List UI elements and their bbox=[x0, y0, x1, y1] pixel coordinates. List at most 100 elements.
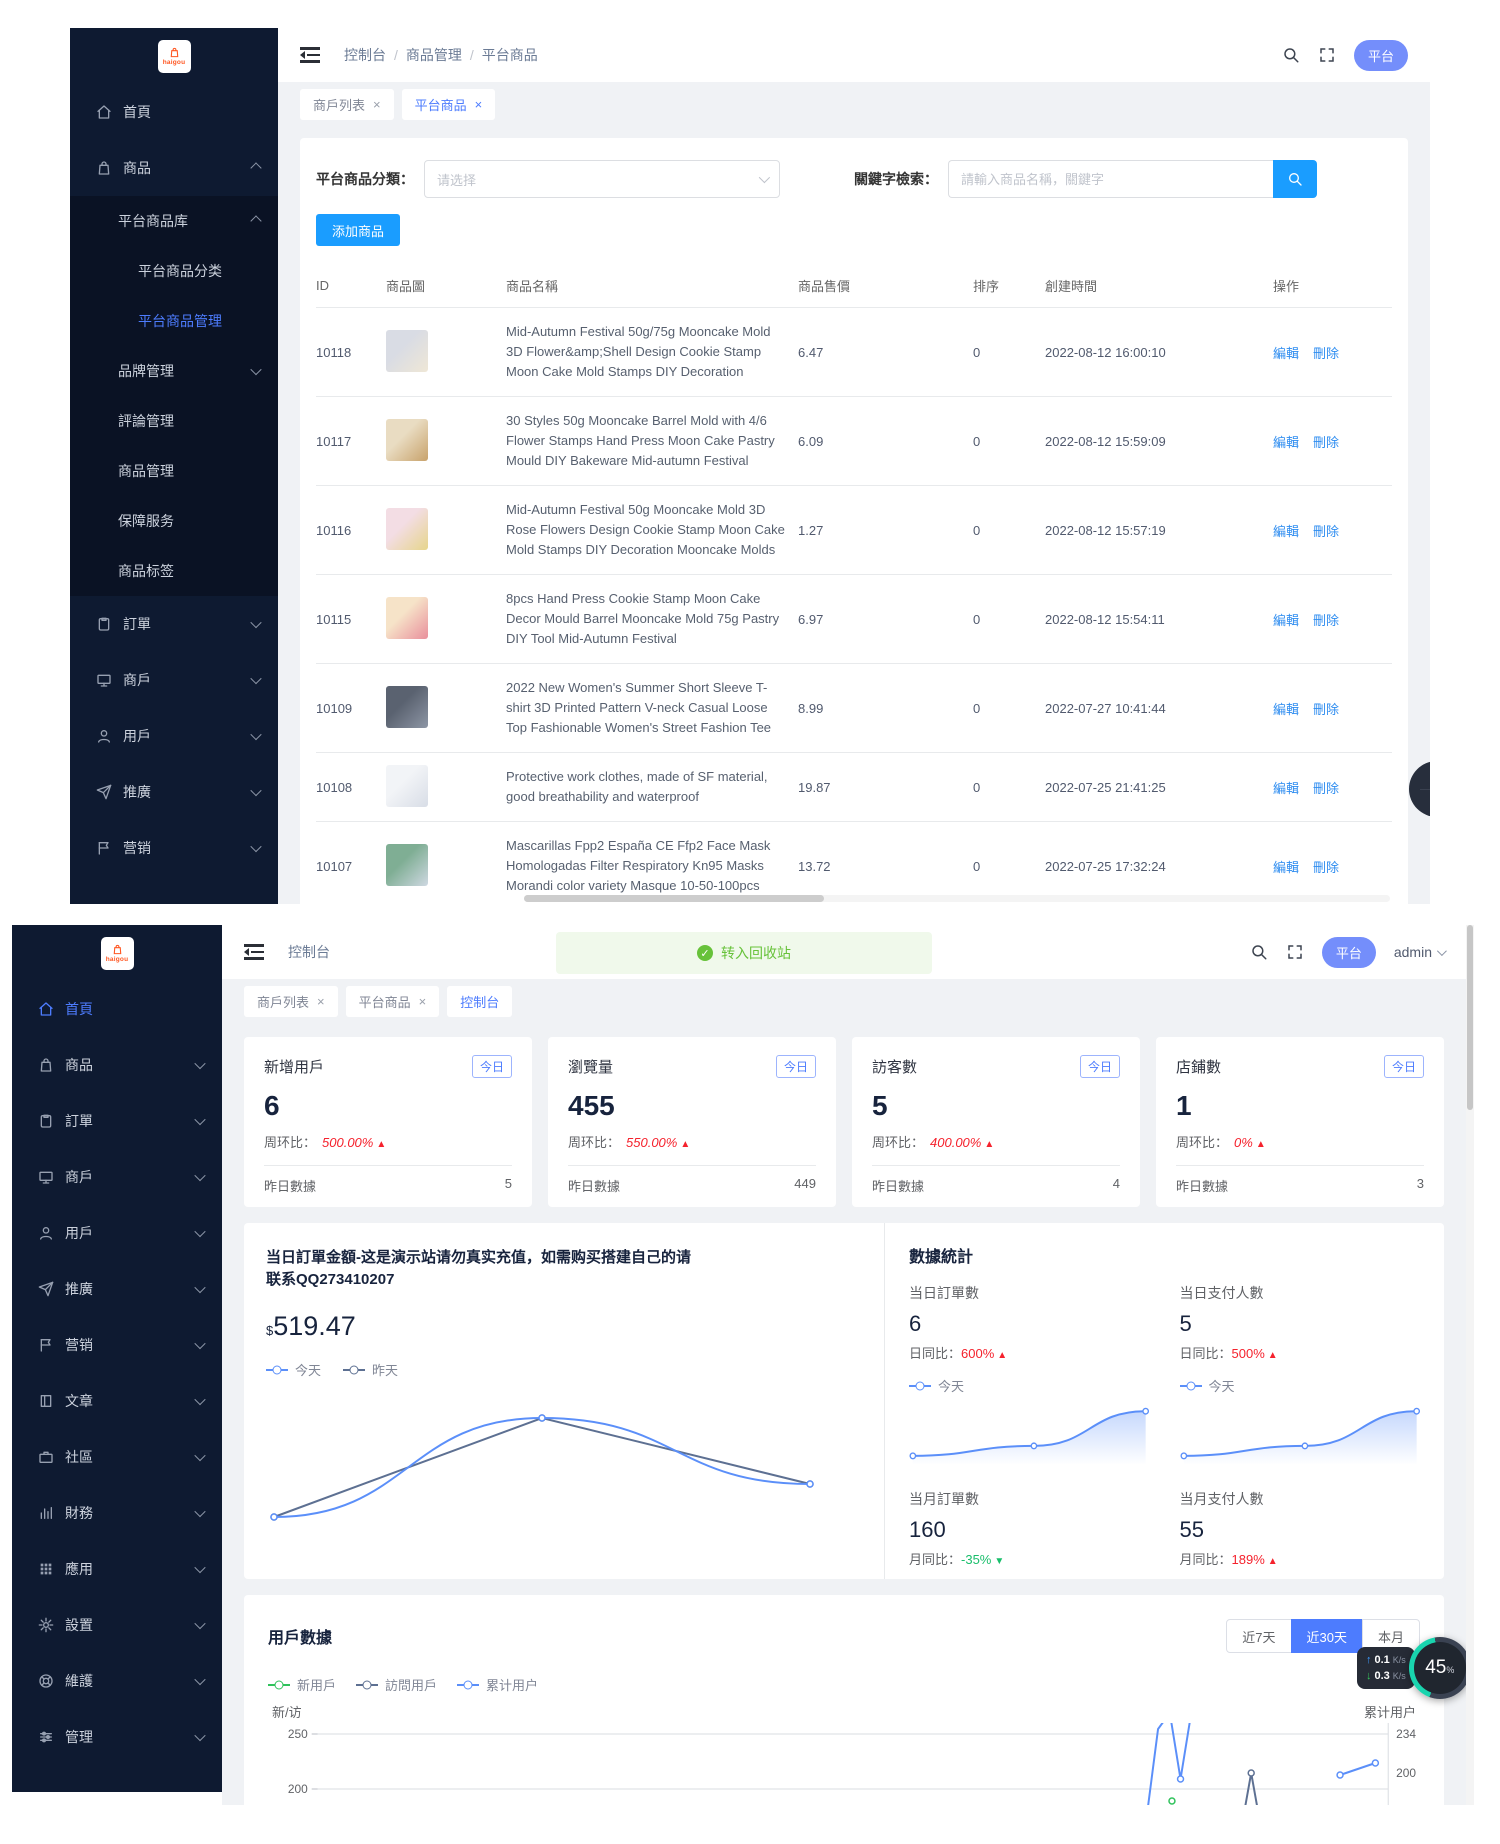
sidebar-item[interactable]: 平台商品分类 bbox=[70, 246, 278, 296]
tab[interactable]: 平台商品 × bbox=[401, 88, 496, 120]
legend-item[interactable]: 新用戶 bbox=[268, 1675, 336, 1694]
main-area: 控制台 ✓ 转入回收站 平台 admin 商戶列表 × 平台商品 × 控制台 bbox=[222, 925, 1466, 1805]
sidebar-item[interactable]: 平台商品管理 bbox=[70, 296, 278, 346]
legend-item[interactable]: 訪問用戶 bbox=[356, 1675, 437, 1694]
sidebar-item-label: 設置 bbox=[65, 1617, 93, 1633]
product-image bbox=[386, 507, 428, 550]
close-icon[interactable]: × bbox=[373, 96, 381, 112]
sidebar-item[interactable]: 訂單 bbox=[12, 1093, 222, 1149]
tab-label: 平台商品 bbox=[414, 97, 467, 113]
breadcrumb-item[interactable]: 控制台 bbox=[344, 47, 386, 63]
cell-id: 10107 bbox=[316, 858, 353, 874]
search-icon[interactable] bbox=[1250, 943, 1268, 961]
add-product-button[interactable]: 添加商品 bbox=[316, 214, 401, 246]
vertical-scrollbar[interactable] bbox=[1466, 925, 1474, 1805]
category-select[interactable]: 请选择 bbox=[424, 160, 780, 198]
sidebar-item[interactable]: 保障服务 bbox=[70, 496, 278, 546]
sidebar-item-label: 推廣 bbox=[65, 1281, 93, 1297]
sidebar-item[interactable]: 管理 bbox=[12, 1709, 222, 1765]
sidebar-item[interactable]: 推廣 bbox=[12, 1261, 222, 1317]
tab[interactable]: 商戶列表 × bbox=[244, 985, 338, 1017]
edit-link[interactable]: 編輯 bbox=[1273, 523, 1300, 539]
tab[interactable]: 控制台 bbox=[447, 985, 513, 1017]
sidebar-item[interactable]: 文章 bbox=[12, 1373, 222, 1429]
sidebar-item[interactable]: 营销 bbox=[70, 820, 278, 876]
collapse-menu-icon[interactable] bbox=[300, 47, 320, 63]
breadcrumb-item[interactable]: 平台商品 bbox=[481, 47, 538, 63]
delete-link[interactable]: 刪除 bbox=[1313, 780, 1340, 796]
edit-link[interactable]: 編輯 bbox=[1273, 612, 1300, 628]
sidebar-item[interactable]: 推廣 bbox=[70, 764, 278, 820]
legend-item[interactable]: 昨天 bbox=[343, 1360, 398, 1379]
legend-marker-icon bbox=[457, 1680, 480, 1689]
close-icon[interactable]: × bbox=[317, 993, 325, 1009]
select-placeholder: 请选择 bbox=[437, 172, 477, 188]
close-icon[interactable]: × bbox=[474, 96, 483, 112]
sidebar-item-label: 商戶 bbox=[65, 1169, 93, 1185]
delete-link[interactable]: 刪除 bbox=[1313, 859, 1340, 875]
range-button[interactable]: 近30天 bbox=[1290, 1619, 1363, 1653]
keyword-input[interactable] bbox=[948, 160, 1273, 198]
edit-link[interactable]: 編輯 bbox=[1273, 345, 1300, 361]
sidebar-item[interactable]: 首頁 bbox=[70, 84, 278, 140]
sidebar-item[interactable]: 財務 bbox=[12, 1485, 222, 1541]
search-button[interactable] bbox=[1273, 160, 1317, 198]
scroll-nav-widget[interactable]: ↑ ↓ bbox=[1409, 761, 1430, 817]
tab[interactable]: 商戶列表 × bbox=[300, 88, 394, 120]
horizontal-scrollbar[interactable] bbox=[524, 895, 1390, 902]
sidebar-item[interactable]: 商戶 bbox=[12, 1149, 222, 1205]
delete-link[interactable]: 刪除 bbox=[1313, 523, 1340, 539]
delete-link[interactable]: 刪除 bbox=[1313, 434, 1340, 450]
delete-link[interactable]: 刪除 bbox=[1313, 612, 1340, 628]
stats-block: 当日訂單數 6 日同比：600% ▲ 今天 bbox=[909, 1283, 1150, 1471]
user-menu[interactable]: admin bbox=[1394, 944, 1447, 960]
sidebar-item[interactable]: 商品标签 bbox=[70, 546, 278, 596]
chevron-icon bbox=[194, 1393, 206, 1406]
breadcrumb-item[interactable]: 商品管理 bbox=[405, 47, 462, 63]
edit-link[interactable]: 編輯 bbox=[1273, 701, 1300, 717]
edit-link[interactable]: 編輯 bbox=[1273, 859, 1300, 875]
sidebar-item[interactable]: 用戶 bbox=[70, 708, 278, 764]
delete-link[interactable]: 刪除 bbox=[1313, 345, 1340, 361]
sidebar-item[interactable]: 营销 bbox=[12, 1317, 222, 1373]
sidebar-item[interactable]: 應用 bbox=[12, 1541, 222, 1597]
edit-link[interactable]: 編輯 bbox=[1273, 780, 1300, 796]
edit-link[interactable]: 編輯 bbox=[1273, 434, 1300, 450]
collapse-menu-icon[interactable] bbox=[244, 944, 264, 960]
sidebar-item[interactable]: 用戶 bbox=[12, 1205, 222, 1261]
sidebar-item[interactable]: 首頁 bbox=[12, 981, 222, 1037]
sidebar-item[interactable]: 品牌管理 bbox=[70, 346, 278, 396]
col-header: 商品名稱 bbox=[506, 279, 559, 294]
logo[interactable]: haigou bbox=[12, 925, 222, 981]
sidebar-item[interactable]: 社區 bbox=[12, 1429, 222, 1485]
sidebar-item[interactable]: 商品 bbox=[70, 140, 278, 196]
sidebar-item-label: 財務 bbox=[65, 1505, 93, 1521]
fullscreen-icon[interactable] bbox=[1318, 46, 1336, 64]
legend-item[interactable]: 今天 bbox=[266, 1360, 321, 1379]
delete-link[interactable]: 刪除 bbox=[1313, 701, 1340, 717]
sidebar-item[interactable]: 商品管理 bbox=[70, 446, 278, 496]
search-icon[interactable] bbox=[1282, 46, 1300, 64]
sidebar-item[interactable]: 設置 bbox=[12, 1597, 222, 1653]
fullscreen-icon[interactable] bbox=[1286, 943, 1304, 961]
tab[interactable]: 平台商品 × bbox=[345, 985, 440, 1017]
platform-badge[interactable]: 平台 bbox=[1353, 39, 1408, 71]
range-button[interactable]: 近7天 bbox=[1226, 1619, 1292, 1653]
home-icon bbox=[96, 104, 112, 120]
sidebar-item[interactable]: 評論管理 bbox=[70, 396, 278, 446]
sidebar-item[interactable]: 訂單 bbox=[70, 596, 278, 652]
sidebar-item[interactable]: 維護 bbox=[12, 1653, 222, 1709]
breadcrumb-item[interactable]: 控制台 bbox=[288, 944, 330, 960]
logo[interactable]: haigou bbox=[70, 28, 278, 84]
legend-item[interactable]: 今天 bbox=[909, 1376, 1150, 1395]
close-icon[interactable]: × bbox=[418, 993, 427, 1009]
platform-badge[interactable]: 平台 bbox=[1321, 936, 1376, 968]
legend-item[interactable]: 累计用户 bbox=[457, 1675, 538, 1694]
legend-item[interactable]: 今天 bbox=[1179, 1376, 1421, 1395]
sidebar-item[interactable]: 平台商品库 bbox=[70, 196, 278, 246]
table-row: 10107 Mascarillas Fpp2 España CE Ffp2 Fa… bbox=[316, 822, 1392, 904]
tab-label: 控制台 bbox=[460, 994, 500, 1010]
legend-label: 今天 bbox=[1208, 1379, 1235, 1394]
sidebar-item[interactable]: 商戶 bbox=[70, 652, 278, 708]
sidebar-item[interactable]: 商品 bbox=[12, 1037, 222, 1093]
